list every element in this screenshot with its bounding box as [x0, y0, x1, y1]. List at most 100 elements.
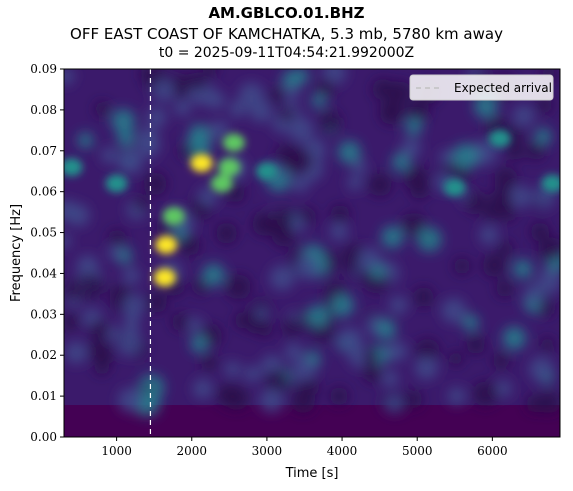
- spectrogram-cell: [171, 226, 186, 241]
- spectrogram-cell: [540, 337, 555, 352]
- legend-entry-expected-arrival: Expected arrival: [454, 81, 552, 95]
- spectrogram-cell: [293, 69, 309, 84]
- spectrogram-cell: [479, 225, 499, 245]
- spectrogram-cell: [111, 109, 136, 133]
- spectrogram-cell: [524, 283, 545, 305]
- spectrogram-cell: [362, 362, 381, 380]
- x-tick-label: 6000: [477, 444, 508, 458]
- spectrogram-cell: [100, 146, 118, 164]
- spectrogram-cell: [496, 280, 514, 298]
- spectrogram-hotspot: [541, 174, 560, 193]
- spectrogram-cell: [192, 378, 213, 399]
- spectrogram-cell: [538, 237, 560, 262]
- chart-subtitle: OFF EAST COAST OF KAMCHATKA, 5.3 mb, 578…: [70, 25, 503, 43]
- spectrogram-cell: [287, 148, 313, 175]
- spectrogram-cell: [362, 348, 380, 365]
- spectrogram-cell: [64, 280, 84, 301]
- spectrogram-cell: [509, 185, 532, 208]
- spectrogram-cell: [495, 380, 512, 397]
- spectrogram-cell: [404, 166, 429, 191]
- spectrogram-cell: [77, 132, 94, 148]
- spectrogram-cell: [413, 287, 434, 307]
- spectrogram-cell: [118, 387, 143, 413]
- spectrogram-cell: [171, 313, 189, 331]
- spectrogram-hotspot: [488, 129, 511, 148]
- spectrogram-cell: [416, 227, 442, 252]
- spectrogram-cell: [382, 103, 399, 120]
- spectrogram-cell: [337, 327, 363, 353]
- spectrogram-cell: [482, 253, 507, 278]
- spectrogram-cell: [338, 140, 361, 164]
- plot-frame: [63, 68, 561, 438]
- spectrogram-cell: [64, 313, 80, 331]
- spectrogram-cell: [64, 69, 75, 85]
- spectrogram-cell: [146, 107, 167, 128]
- spectrogram-cell: [179, 144, 194, 159]
- spectrogram-cell: [190, 74, 207, 91]
- spectrogram-cell: [259, 388, 284, 413]
- spectrogram-cell: [401, 212, 426, 237]
- spectrogram-cell: [137, 134, 160, 158]
- spectrogram-cell: [492, 352, 510, 370]
- spectrogram-cell: [107, 244, 123, 260]
- y-tick-label: 0.07: [30, 144, 57, 158]
- spectrogram-hotspot: [210, 174, 233, 193]
- y-tick-label: 0.05: [30, 226, 57, 240]
- y-axis-label: Frequency [Hz]: [9, 204, 24, 302]
- spectrogram-cell: [414, 356, 439, 380]
- spectrogram-cell: [234, 312, 251, 329]
- spectrogram-cell: [441, 298, 467, 324]
- spectrogram-cell: [215, 222, 238, 244]
- spectrogram-cell: [89, 319, 110, 340]
- spectrogram-cell: [329, 387, 349, 406]
- spectrogram-hotspot: [222, 133, 245, 152]
- spectrogram-cell: [538, 300, 555, 317]
- spectrogram-cell: [108, 229, 126, 247]
- spectrogram-cell: [224, 385, 249, 411]
- spectrogram-cell: [405, 117, 423, 135]
- spectrogram-cell: [497, 240, 513, 256]
- spectrogram-cell: [269, 265, 295, 291]
- spectrogram-cell: [306, 304, 330, 328]
- x-tick-label: 4000: [327, 444, 358, 458]
- y-tick-label: 0.04: [30, 266, 57, 280]
- y-tick-label: 0.02: [30, 348, 57, 362]
- spectrogram-cell: [392, 152, 411, 172]
- spectrogram-cell: [197, 186, 218, 207]
- spectrogram-cell: [290, 217, 306, 233]
- y-tick-label: 0.00: [30, 430, 57, 444]
- spectrogram-cell: [330, 204, 350, 224]
- spectrogram-cell: [208, 120, 230, 141]
- spectrogram-cell: [388, 81, 412, 105]
- spectrogram-cell: [122, 267, 141, 285]
- spectrogram-cell: [372, 78, 394, 101]
- spectrogram-cell: [368, 172, 392, 197]
- spectrogram-cell: [190, 335, 208, 353]
- x-axis-label: Time [s]: [285, 466, 339, 481]
- spectrogram-cell: [122, 293, 145, 316]
- y-tick-label: 0.03: [30, 307, 57, 321]
- spectrogram-cell: [192, 278, 209, 295]
- spectrogram-cell: [64, 233, 72, 248]
- spectrogram-hotspot: [153, 268, 176, 287]
- y-tick-label: 0.06: [30, 185, 57, 199]
- spectrogram-hotspot: [105, 174, 128, 193]
- spectrogram-cell: [330, 293, 354, 317]
- y-tick-label: 0.01: [30, 389, 57, 403]
- spectrogram-cell: [291, 389, 316, 414]
- spectrogram-cell: [494, 167, 518, 191]
- spectrogram-cell: [529, 356, 554, 382]
- spectrogram-cell: [254, 306, 269, 321]
- spectrogram-cell: [465, 192, 487, 214]
- spectrogram-cell: [466, 334, 486, 354]
- spectrogram-cell: [381, 225, 404, 249]
- spectrogram-cell: [143, 172, 167, 196]
- spectrogram-cell: [64, 199, 78, 222]
- x-tick-label: 3000: [252, 444, 283, 458]
- spectrogram-cell: [88, 339, 110, 361]
- spectrogram-cell: [225, 274, 251, 300]
- spectrogram-cell: [202, 69, 218, 77]
- spectrogram-cell: [404, 390, 423, 409]
- spectrogram-cell: [384, 394, 404, 413]
